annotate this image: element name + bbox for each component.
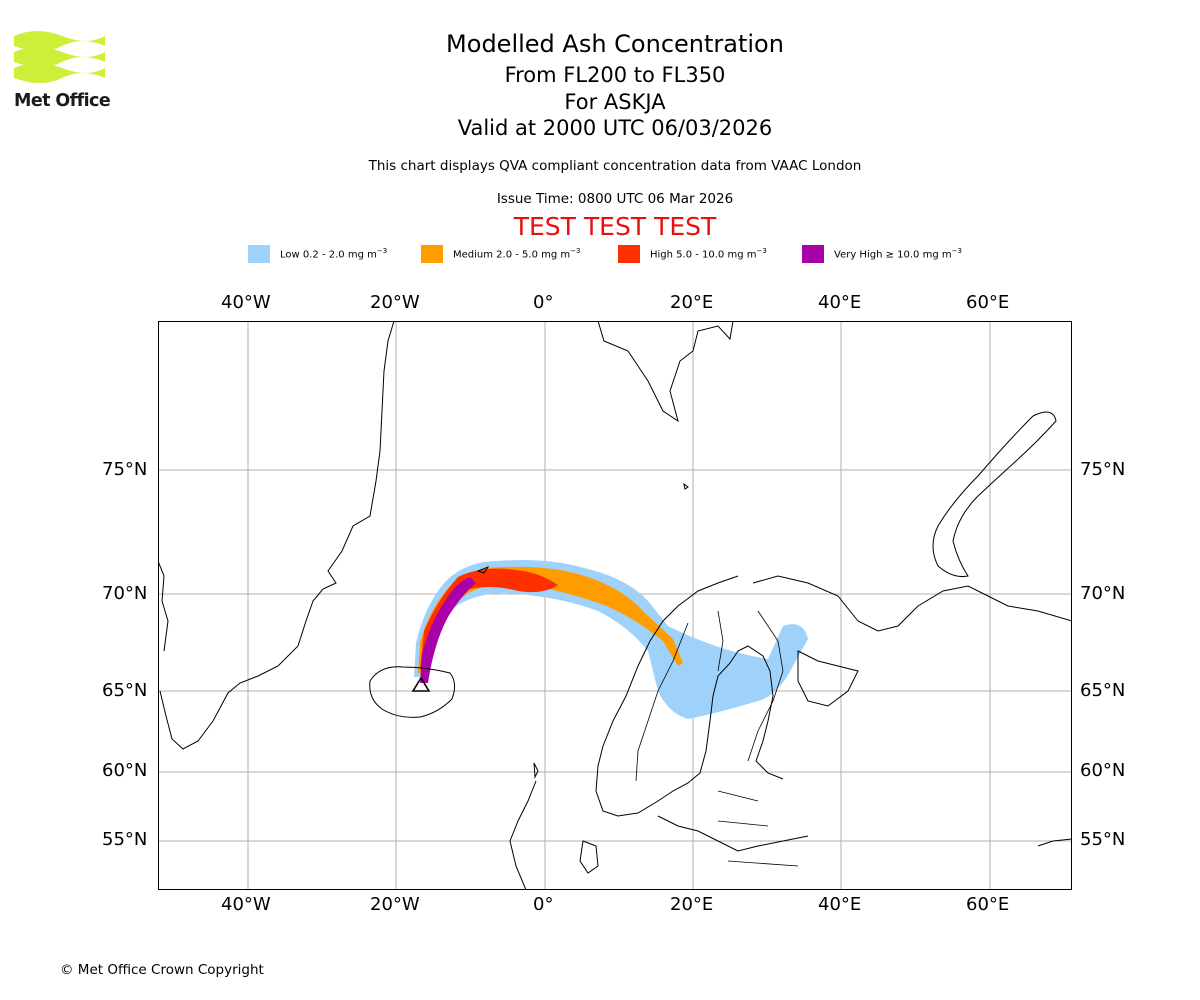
lat-tick-right-55n: 55°N [1080, 829, 1126, 850]
lat-tick-right-65n: 65°N [1080, 680, 1126, 701]
british-isles [509, 780, 537, 890]
jan-mayen [476, 565, 490, 574]
lat-tick-right-70n: 70°N [1080, 583, 1126, 604]
lon-tick-top-0: 0° [533, 292, 554, 313]
coastlines [158, 321, 1072, 890]
ash-map [158, 321, 1072, 890]
volcano-marker [411, 676, 431, 692]
legend-high-swatch [618, 245, 640, 263]
norway-sweden-border [635, 622, 689, 782]
graticule [158, 321, 1072, 890]
legend-medium-label: Medium 2.0 - 5.0 mg m−3 [453, 247, 581, 261]
baltic-states-borders [717, 790, 799, 867]
lat-tick-left-75n: 75°N [102, 459, 148, 480]
legend-low-swatch [248, 245, 270, 263]
copyright-notice: © Met Office Crown Copyright [60, 962, 264, 978]
volcano-name: For ASKJA [564, 90, 666, 114]
legend-medium: Medium 2.0 - 5.0 mg m−3 [421, 244, 580, 264]
lat-tick-right-60n: 60°N [1080, 760, 1126, 781]
svalbard-coast [597, 321, 734, 423]
lon-tick-bottom-20e: 20°E [670, 894, 714, 915]
russia-arctic-coast [752, 575, 1072, 632]
denmark [579, 840, 599, 874]
lon-tick-bottom-60e: 60°E [966, 894, 1010, 915]
greenland-west-edge [158, 560, 169, 652]
finland-russia-border [747, 610, 784, 762]
legend-very-high-swatch [802, 245, 824, 263]
flight-level-range: From FL200 to FL350 [504, 63, 726, 87]
lon-tick-top-40w: 40°W [221, 292, 271, 313]
iceland-coast [369, 666, 456, 718]
bear-island [683, 482, 689, 490]
legend-low: Low 0.2 - 2.0 mg m−3 [248, 244, 387, 264]
greenland-east-coast [159, 321, 395, 750]
valid-time: Valid at 2000 UTC 06/03/2026 [457, 116, 773, 140]
lon-tick-bottom-40e: 40°E [818, 894, 862, 915]
legend-very-high-label: Very High ≥ 10.0 mg m−3 [834, 247, 962, 261]
novaya-zemlya [932, 411, 1057, 577]
sweden-finland-coast [699, 645, 784, 780]
legend-high-label: High 5.0 - 10.0 mg m−3 [650, 247, 767, 261]
legend-low-label: Low 0.2 - 2.0 mg m−3 [280, 247, 388, 261]
chart-description: This chart displays QVA compliant concen… [368, 158, 862, 174]
baltic-coast [657, 815, 809, 852]
legend-high: High 5.0 - 10.0 mg m−3 [618, 244, 767, 264]
map-frame [158, 321, 1072, 890]
test-banner: TEST TEST TEST [513, 212, 717, 241]
sweden-finland-border [717, 610, 724, 672]
lon-tick-top-60e: 60°E [966, 292, 1010, 313]
issue-time: Issue Time: 0800 UTC 06 Mar 2026 [496, 191, 734, 207]
lon-tick-bottom-20w: 20°W [370, 894, 420, 915]
lon-tick-bottom-40w: 40°W [221, 894, 271, 915]
ash-plume-low [414, 560, 808, 719]
lon-tick-top-40e: 40°E [818, 292, 862, 313]
lon-tick-top-20w: 20°W [370, 292, 420, 313]
russia-east-coast [1037, 838, 1072, 847]
lat-tick-left-70n: 70°N [102, 583, 148, 604]
lat-tick-left-60n: 60°N [102, 760, 148, 781]
legend-medium-swatch [421, 245, 443, 263]
kola-white-sea [797, 650, 859, 707]
ash-plume-very-high [420, 577, 476, 683]
met-office-logo [14, 31, 105, 83]
lat-tick-left-65n: 65°N [102, 680, 148, 701]
norway-coast [595, 575, 739, 817]
met-office-logo-text: Met Office [14, 91, 111, 111]
ash-plume-medium [418, 566, 683, 673]
lon-tick-bottom-0: 0° [533, 894, 554, 915]
lon-tick-top-20e: 20°E [670, 292, 714, 313]
lat-tick-left-55n: 55°N [102, 829, 148, 850]
legend-very-high: Very High ≥ 10.0 mg m−3 [802, 244, 962, 264]
borders [635, 610, 799, 867]
lat-tick-right-75n: 75°N [1080, 459, 1126, 480]
shetland [533, 762, 539, 779]
chart-title: Modelled Ash Concentration [446, 30, 784, 58]
